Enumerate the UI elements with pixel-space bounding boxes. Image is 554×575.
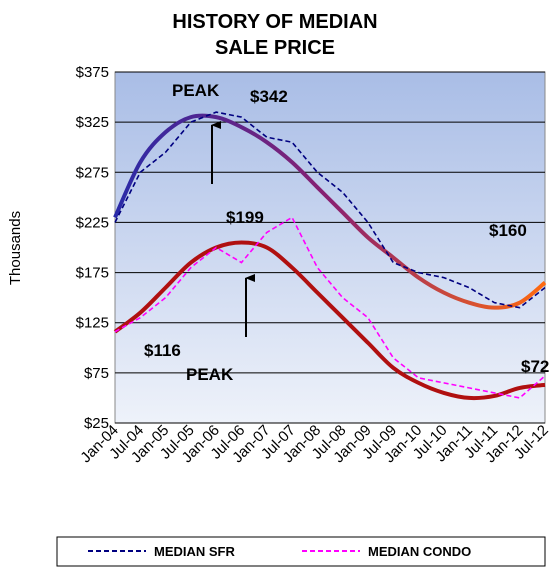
annotation: PEAK — [172, 81, 220, 100]
y-tick-label: $125 — [76, 315, 109, 332]
y-tick-label: $175 — [76, 265, 109, 282]
annotation: $116 — [144, 341, 181, 360]
annotation: $72 — [521, 357, 549, 376]
chart-title: HISTORY OF MEDIAN — [172, 11, 377, 33]
series-line — [114, 111, 546, 309]
y-axis-label: Thousands — [7, 211, 24, 285]
y-tick-label: $75 — [84, 365, 109, 382]
series-line — [114, 216, 546, 399]
y-tick-label: $275 — [76, 164, 109, 181]
annotation: $160 — [489, 221, 527, 240]
annotation: PEAK — [186, 365, 234, 384]
legend-label: MEDIAN CONDO — [368, 544, 471, 559]
legend-label: MEDIAN SFR — [154, 544, 236, 559]
y-tick-label: $325 — [76, 114, 109, 131]
y-tick-label: $25 — [84, 415, 109, 432]
trend-line — [113, 113, 547, 310]
y-tick-label: $375 — [76, 64, 109, 81]
plot-area — [114, 71, 546, 424]
chart-title: SALE PRICE — [215, 37, 335, 59]
annotation: $342 — [250, 87, 288, 106]
trend-line — [113, 240, 546, 401]
annotation: $199 — [226, 208, 264, 227]
y-tick-label: $225 — [76, 214, 109, 231]
